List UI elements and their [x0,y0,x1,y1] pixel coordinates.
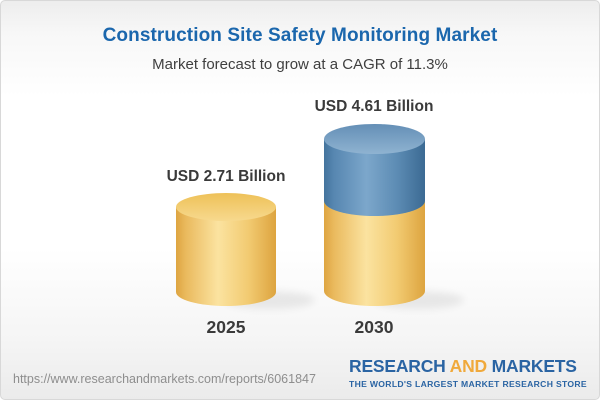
bar-2025-axis-label: 2025 [206,317,246,337]
logo-wordmark: RESEARCH AND MARKETS [349,356,587,377]
chart-subtitle: Market forecast to grow at a CAGR of 11.… [152,56,448,73]
logo-word-markets: MARKETS [491,356,577,376]
bar-2030-cylinder [324,124,425,306]
logo-tagline: THE WORLD'S LARGEST MARKET RESEARCH STOR… [349,379,587,389]
logo-word-and: AND [449,356,488,376]
chart-title: Construction Site Safety Monitoring Mark… [102,25,498,46]
report-url[interactable]: https://www.researchandmarkets.com/repor… [13,372,316,386]
chart-header: Construction Site Safety Monitoring Mark… [1,1,599,73]
footer: https://www.researchandmarkets.com/repor… [1,347,599,399]
bar-2030-value-label: USD 4.61 Billion [314,98,434,115]
logo-word-research: RESEARCH [349,356,446,376]
research-and-markets-logo: RESEARCH AND MARKETS THE WORLD'S LARGEST… [349,356,587,389]
bar-2025-value-label: USD 2.71 Billion [166,168,286,185]
bar-2030-axis-label: 2030 [354,317,394,337]
bar-2025-cylinder [176,193,276,306]
